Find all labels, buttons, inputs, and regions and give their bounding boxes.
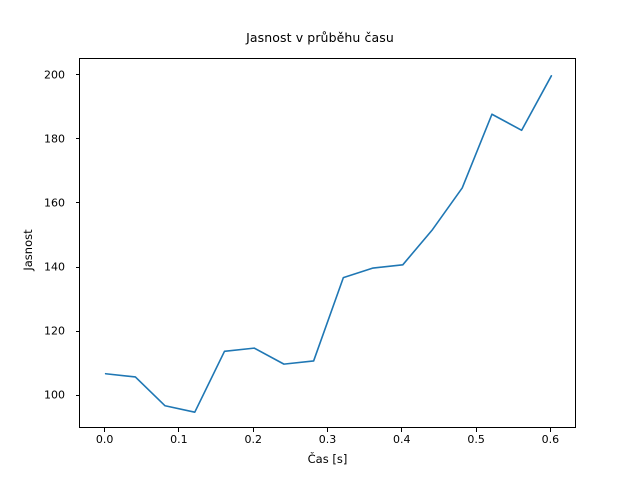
x-tick-label: 0.2 (244, 433, 262, 446)
y-tick-label: 100 (44, 388, 65, 402)
x-tick-mark (104, 428, 106, 432)
y-tick-mark (75, 330, 79, 332)
y-axis-label: Jasnost (21, 229, 35, 271)
y-tick-mark (75, 394, 79, 396)
y-tick-label: 140 (44, 260, 65, 274)
y-tick-label: 180 (44, 132, 65, 146)
y-tick-label: 160 (44, 196, 65, 210)
x-tick-mark (252, 428, 254, 432)
x-tick-label: 0.3 (318, 433, 337, 446)
y-tick-mark (75, 202, 79, 204)
x-tick-mark (178, 428, 180, 432)
y-tick-label: 200 (44, 68, 65, 82)
y-tick-mark (75, 74, 79, 76)
x-tick-label: 0.0 (95, 433, 114, 446)
chart-title: Jasnost v průběhu času (246, 30, 394, 45)
x-tick-label: 0.5 (467, 433, 485, 446)
x-tick-label: 0.6 (541, 433, 560, 446)
x-axis-label: Čas [s] (307, 452, 348, 466)
plot-area (79, 58, 576, 428)
y-tick-mark (75, 266, 79, 268)
x-tick-mark (401, 428, 403, 432)
y-tick-mark (75, 138, 79, 140)
line-chart-svg (104, 75, 553, 413)
x-tick-label: 0.4 (393, 433, 411, 446)
y-tick-label: 120 (44, 324, 65, 338)
x-tick-mark (549, 428, 551, 432)
data-series-line (104, 75, 553, 413)
x-tick-mark (475, 428, 477, 432)
x-tick-mark (327, 428, 328, 432)
x-tick-label: 0.1 (170, 433, 188, 446)
